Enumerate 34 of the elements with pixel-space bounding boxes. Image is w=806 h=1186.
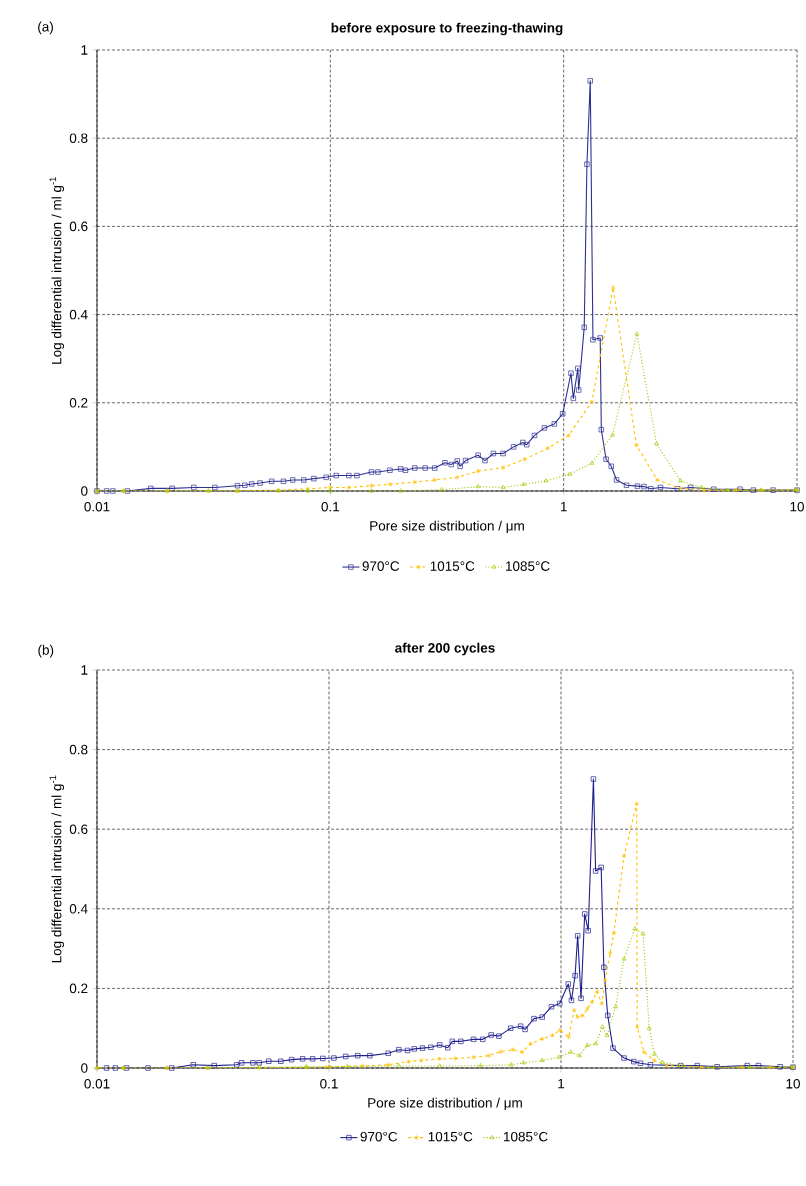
legend-label: 1085°C <box>506 561 550 571</box>
x-tick-label: 10 <box>786 1078 800 1089</box>
x-axis-title: Pore size distribution / μm <box>368 1097 522 1111</box>
y-tick-label: 0.4 <box>69 904 88 914</box>
x-tick-label: 0.01 <box>84 501 110 512</box>
legend-label: 970°C <box>360 1131 398 1142</box>
y-tick-label: 1 <box>81 665 88 675</box>
text: (a) <box>38 21 53 35</box>
chart-title: before exposure to freezing-thawing <box>331 22 563 36</box>
legend-label: 970°C <box>362 561 400 571</box>
x-tick-label: 10 <box>790 501 804 512</box>
y-tick-label: 0.6 <box>69 221 88 232</box>
x-tick-label: 1 <box>558 1078 565 1089</box>
chart-title: after 200 cycles <box>395 642 495 656</box>
x-tick-label: 1 <box>560 501 567 512</box>
x-tick-label: 0.1 <box>320 1078 338 1089</box>
y-tick-label: 0.2 <box>69 983 88 994</box>
y-axis-title: Log differential intrusion / ml g$^{-1}$ <box>49 177 65 364</box>
x-tick-label: 0.01 <box>84 1078 110 1089</box>
legend-label: 1015°C <box>428 1131 473 1142</box>
legend-label: 1085°C <box>504 1131 548 1142</box>
y-tick-label: 1 <box>81 45 88 55</box>
legend-label: 1015°C <box>430 561 475 571</box>
y-axis-title: Log differential intrusion / ml g$^{-1}$ <box>49 775 65 963</box>
y-tick-label: 0 <box>81 486 88 496</box>
y-tick-label: 0.4 <box>69 309 88 320</box>
y-tick-label: 0.2 <box>69 398 88 408</box>
y-tick-label: 0 <box>81 1063 88 1073</box>
y-tick-label: 0.8 <box>69 744 88 755</box>
x-axis-title: Pore size distribution / μm <box>370 520 524 534</box>
y-tick-label: 0.8 <box>69 133 88 143</box>
text: (b) <box>38 644 54 658</box>
x-tick-label: 0.1 <box>321 501 340 512</box>
y-tick-label: 0.6 <box>69 824 88 834</box>
